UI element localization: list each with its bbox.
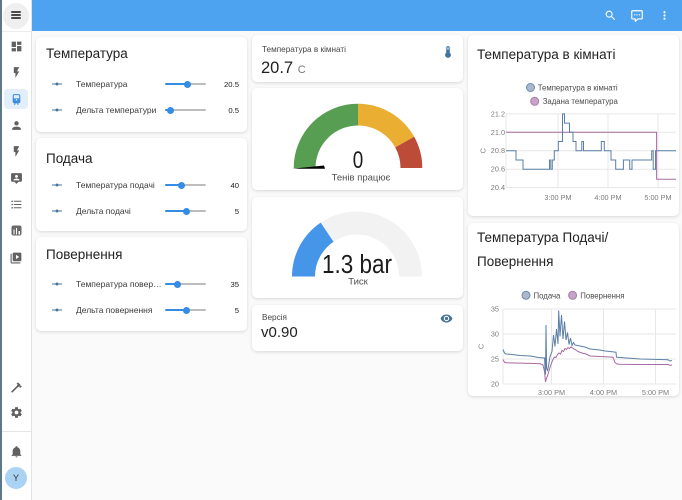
svg-text:Тенів працює: Тенів працює — [332, 173, 391, 184]
svg-text:30: 30 — [491, 329, 499, 338]
svg-text:21.0: 21.0 — [491, 127, 505, 136]
svg-text:20.4: 20.4 — [491, 183, 505, 192]
svg-text:C: C — [477, 343, 486, 348]
svg-text:20: 20 — [491, 379, 499, 388]
svg-text:25: 25 — [491, 354, 499, 363]
svg-text:Задана температура: Задана температура — [543, 97, 619, 106]
svg-text:Температура в кімнаті: Температура в кімнаті — [538, 83, 618, 92]
svg-text:3:00 PM: 3:00 PM — [538, 388, 565, 396]
svg-text:5:00 PM: 5:00 PM — [642, 388, 669, 396]
svg-text:20.6: 20.6 — [491, 164, 505, 173]
svg-text:20.8: 20.8 — [491, 146, 505, 155]
svg-text:4:00 PM: 4:00 PM — [594, 193, 621, 202]
svg-text:Повернення: Повернення — [580, 291, 624, 300]
svg-text:35: 35 — [491, 304, 499, 313]
svg-text:4:00 PM: 4:00 PM — [590, 388, 617, 396]
svg-text:1.3 bar: 1.3 bar — [322, 251, 392, 279]
svg-text:C: C — [478, 148, 487, 153]
svg-text:5:00 PM: 5:00 PM — [644, 193, 671, 202]
svg-text:Тиск: Тиск — [348, 277, 368, 288]
svg-text:0: 0 — [353, 147, 364, 174]
svg-text:3:00 PM: 3:00 PM — [544, 193, 571, 202]
svg-text:Подача: Подача — [534, 291, 562, 300]
svg-text:21.2: 21.2 — [491, 109, 505, 118]
